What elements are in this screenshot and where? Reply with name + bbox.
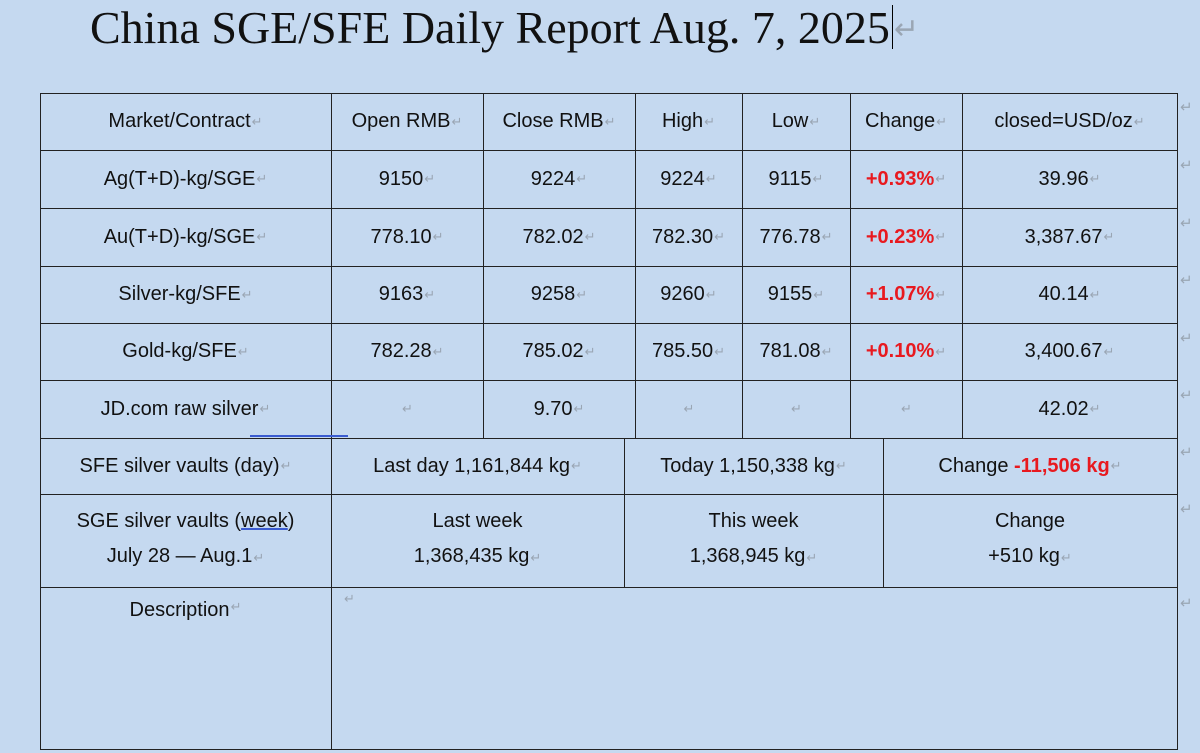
low-cell: ↵ <box>791 401 802 416</box>
low-cell: 9155 ↵ <box>767 283 825 305</box>
spellcheck-underlined-word: week <box>241 510 288 532</box>
sge-last-week: Last week 1,368,435 kg↵ <box>413 510 542 567</box>
grid-line <box>624 438 625 587</box>
row-end-mark-icon: ↵ <box>1180 501 1193 518</box>
header-low: Low ↵ <box>771 110 821 132</box>
grid-line <box>742 93 743 438</box>
market-cell: Gold-kg/SFE ↵ <box>122 340 249 362</box>
high-cell: 9224 ↵ <box>660 167 717 190</box>
row-end-mark-icon: ↵ <box>1180 330 1193 347</box>
open-cell: 782.28 ↵ <box>370 340 444 362</box>
grid-line <box>1177 93 1178 750</box>
grid-line <box>883 438 884 587</box>
market-cell: Ag(T+D)-kg/SGE ↵ <box>103 167 268 190</box>
header-high: High ↵ <box>661 110 716 132</box>
grid-line <box>850 93 851 438</box>
spellcheck-underline <box>250 433 348 437</box>
row-end-mark-icon: ↵ <box>1180 272 1193 289</box>
grid-line <box>40 150 1178 151</box>
open-cell: ↵ <box>402 401 413 416</box>
change-cell: ↵ <box>901 401 912 416</box>
sfe-today: Today 1,150,338 kg ↵ <box>660 454 847 477</box>
high-cell: 785.50 ↵ <box>651 340 726 362</box>
market-cell: Au(T+D)-kg/SGE ↵ <box>103 225 268 248</box>
grid-line <box>40 749 1178 750</box>
report-title-text: China SGE/SFE Daily Report Aug. 7, 2025 <box>90 2 890 53</box>
close-cell: 9224 ↵ <box>530 167 588 190</box>
grid-line <box>40 266 1178 267</box>
grid-line <box>962 93 963 438</box>
row-end-mark-icon: ↵ <box>1180 157 1193 174</box>
grid-line <box>40 208 1178 209</box>
usd-oz-cell: 3,387.67 ↵ <box>1024 225 1115 248</box>
grid-line <box>40 323 1178 324</box>
grid-line <box>331 93 332 750</box>
open-cell: 778.10 ↵ <box>370 225 444 248</box>
report-table: Market/Contract ↵ Open RMB ↵ Close RMB ↵ Hi… <box>40 93 1178 750</box>
low-cell: 781.08 ↵ <box>759 340 833 362</box>
close-cell: 9258 ↵ <box>530 283 588 305</box>
header-close-rmb: Close RMB ↵ <box>502 110 616 132</box>
low-cell: 9115 ↵ <box>768 167 824 190</box>
text-cursor <box>891 5 893 49</box>
row-end-mark-icon: ↵ <box>1180 99 1193 116</box>
sge-change: Change +510 kg↵ <box>988 510 1072 567</box>
grid-line <box>40 93 1178 94</box>
change-cell: +0.93% ↵ <box>865 167 947 190</box>
open-cell: 9150 ↵ <box>378 167 436 190</box>
close-cell: 782.02 ↵ <box>522 225 596 248</box>
grid-line <box>40 494 1178 495</box>
sfe-last-day: Last day 1,161,844 kg ↵ <box>373 454 582 477</box>
grid-line <box>40 587 1178 588</box>
row-end-mark-icon: ↵ <box>1180 215 1193 232</box>
high-cell: ↵ <box>683 401 695 416</box>
grid-line <box>635 93 636 438</box>
paragraph-mark-icon: ↵ <box>893 13 920 46</box>
open-cell: 9163 ↵ <box>378 283 436 305</box>
change-cell: +0.10% ↵ <box>865 340 947 362</box>
header-usd-oz: closed=USD/oz ↵ <box>994 110 1145 132</box>
sfe-change-value: -11,506 kg <box>1014 454 1110 477</box>
sge-period: July 28 — Aug.1 <box>106 545 253 567</box>
market-cell: JD.com raw silver ↵ <box>100 397 271 420</box>
market-cell: Silver-kg/SFE ↵ <box>118 283 253 305</box>
header-change: Change ↵ <box>865 110 947 132</box>
close-cell: 9.70 ↵ <box>533 397 585 420</box>
sge-vaults-label: SGE silver vaults (week) July 28 — Aug.1… <box>76 510 295 567</box>
usd-oz-cell: 39.96 ↵ <box>1038 167 1101 190</box>
row-end-mark-icon: ↵ <box>1180 595 1193 612</box>
usd-oz-cell: 3,400.67 ↵ <box>1024 340 1115 362</box>
low-cell: 776.78 ↵ <box>759 225 833 248</box>
header-open-rmb: Open RMB ↵ <box>351 110 463 132</box>
description-text[interactable]: ↵ <box>344 591 355 606</box>
high-cell: 9260 ↵ <box>660 283 717 305</box>
change-cell: +0.23% ↵ <box>865 225 947 248</box>
close-cell: 785.02 ↵ <box>522 340 596 362</box>
usd-oz-cell: 40.14 ↵ <box>1038 283 1101 305</box>
change-cell: +1.07% ↵ <box>865 283 947 305</box>
usd-oz-cell: 42.02 ↵ <box>1038 397 1101 420</box>
row-end-mark-icon: ↵ <box>1180 444 1193 461</box>
grid-line <box>40 380 1178 381</box>
sfe-vaults-label: SFE silver vaults (day) ↵ <box>79 454 292 477</box>
grid-line <box>40 438 1178 439</box>
grid-line <box>483 93 484 438</box>
report-title: China SGE/SFE Daily Report Aug. 7, 2025 ↵ <box>90 0 919 58</box>
sfe-change: Change -11,506 kg ↵ <box>938 454 1122 477</box>
description-label: Description ↵ <box>129 599 242 621</box>
high-cell: 782.30 ↵ <box>651 225 726 248</box>
sge-this-week: This week 1,368,945 kg↵ <box>689 510 818 567</box>
grid-line <box>40 93 41 750</box>
header-market-contract: Market/Contract ↵ <box>108 110 263 132</box>
row-end-mark-icon: ↵ <box>1180 387 1193 404</box>
